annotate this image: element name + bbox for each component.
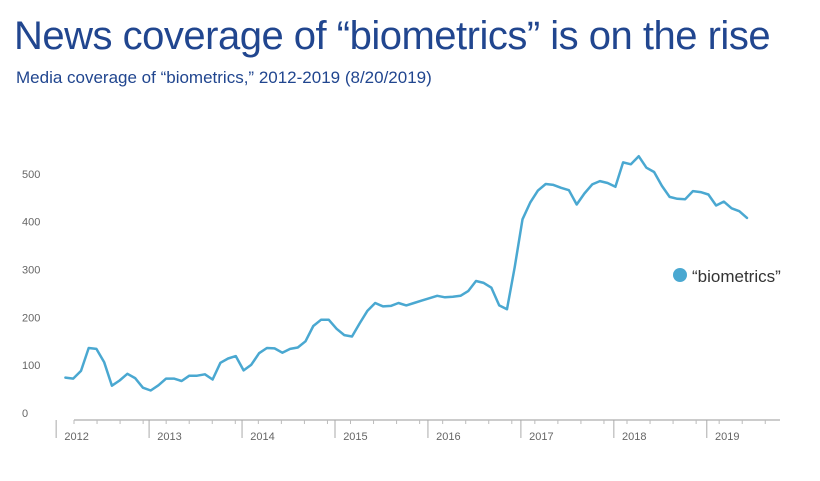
x-tick-label: 2018 xyxy=(622,431,646,443)
series-line xyxy=(64,154,749,392)
x-axis: 2012 2013 2014 2015 2016 2017 2018 2019 xyxy=(55,419,780,443)
y-axis: 0 100 200 300 400 500 xyxy=(22,169,40,420)
y-tick-label: 100 xyxy=(22,360,40,372)
chart-subtitle: Media coverage of “biometrics,” 2012-201… xyxy=(16,68,432,87)
x-tick-label: 2012 xyxy=(64,431,88,443)
y-tick-label: 400 xyxy=(22,217,40,229)
x-tick-label: 2016 xyxy=(436,431,460,443)
x-tick-label: 2015 xyxy=(343,431,367,443)
series-group xyxy=(64,154,749,392)
x-tick-label: 2013 xyxy=(157,431,181,443)
x-tick-label: 2019 xyxy=(715,431,739,443)
y-tick-label: 200 xyxy=(22,312,40,324)
legend-label: “biometrics” xyxy=(692,267,781,286)
x-tick-label: 2017 xyxy=(529,431,553,443)
y-tick-label: 0 xyxy=(22,408,28,420)
legend: “biometrics” xyxy=(673,267,781,286)
chart-title: News coverage of “biometrics” is on the … xyxy=(14,14,771,58)
x-tick-label: 2014 xyxy=(250,431,274,443)
y-tick-label: 300 xyxy=(22,265,40,277)
legend-marker xyxy=(673,268,687,282)
y-tick-label: 500 xyxy=(22,169,40,181)
